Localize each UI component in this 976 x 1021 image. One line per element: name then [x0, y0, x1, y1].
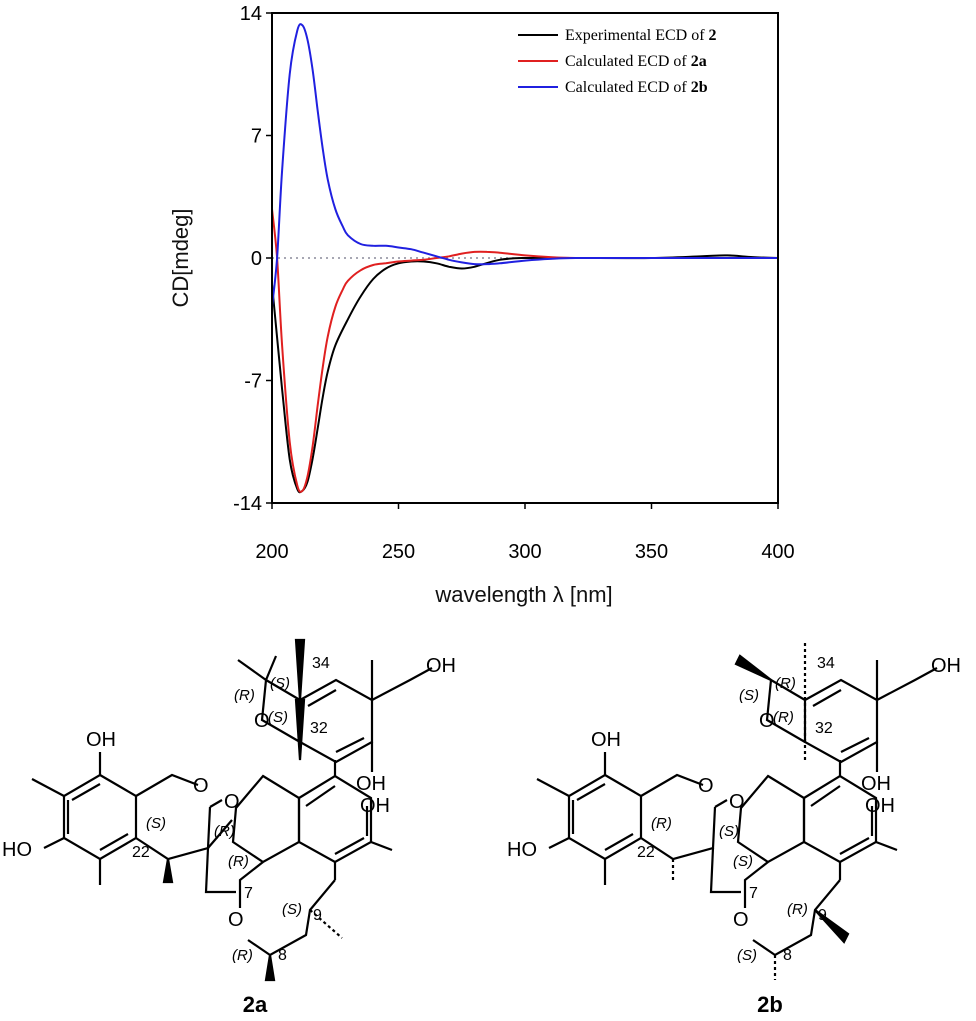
locant-9: 9	[818, 907, 827, 924]
locant-9: 9	[313, 907, 322, 924]
oh-label: OH	[426, 655, 456, 677]
oh-label: OH	[931, 655, 961, 677]
compound-label-2b: 2b	[757, 992, 783, 1017]
legend-label: Experimental ECD of 2	[565, 27, 717, 44]
legend-label: Calculated ECD of 2a	[565, 53, 707, 70]
oh-label: OH	[865, 795, 895, 817]
y-tick-label: -7	[244, 371, 262, 393]
locant-32: 32	[310, 720, 328, 737]
ho-label: HO	[2, 839, 32, 861]
stereo-descriptor: (R)	[773, 709, 794, 726]
locant-22: 22	[132, 844, 150, 861]
stereo-descriptor: (R)	[232, 947, 253, 964]
oh-label: OH	[861, 773, 891, 795]
o-label: O	[193, 775, 209, 797]
o-label: O	[729, 791, 745, 813]
legend: Experimental ECD of 2 Calculated ECD of 2…	[518, 27, 717, 96]
y-tick-label: 14	[240, 3, 262, 25]
y-tick-label: -14	[233, 493, 262, 515]
stereo-descriptor: (S)	[737, 947, 757, 964]
ho-label: HO	[507, 839, 537, 861]
oh-label: OH	[360, 795, 390, 817]
stereo-descriptor: (R)	[234, 687, 255, 704]
locant-34: 34	[817, 655, 835, 672]
locant-7: 7	[244, 885, 253, 902]
stereo-descriptor: (S)	[719, 823, 739, 840]
stereo-descriptor: (R)	[651, 815, 672, 832]
o-label: O	[733, 909, 749, 931]
ecd-chart: 14 7 0 -7 -14 200 250 300 350 400 Experimental E…	[168, 3, 795, 607]
locant-32: 32	[815, 720, 833, 737]
oh-label: OH	[356, 773, 386, 795]
chroman-ring2	[736, 774, 806, 864]
stereo-descriptor: (S)	[739, 687, 759, 704]
o-label: O	[759, 710, 775, 732]
stereo-descriptor: (R)	[775, 675, 796, 692]
locant-8: 8	[278, 947, 287, 964]
x-tick-label: 400	[761, 541, 794, 563]
series-line-1	[271, 208, 778, 493]
legend-label: Calculated ECD of 2b	[565, 79, 708, 96]
oh-label: OH	[591, 729, 621, 751]
y-axis-label: CD[mdeg]	[168, 208, 193, 307]
o-label: O	[224, 791, 240, 813]
y-axis-ticks: 14 7 0 -7 -14	[233, 3, 272, 515]
aromatic-ring-a2	[567, 773, 643, 861]
o-label: O	[254, 710, 270, 732]
structure-2b	[536, 640, 938, 980]
structure-2b-labels: OH HO OH OH O O O OH O 34 32 22 7 9 8 (S…	[507, 655, 961, 1017]
structure-2a	[31, 638, 433, 982]
o-label: O	[698, 775, 714, 797]
stereo-descriptor: (S)	[146, 815, 166, 832]
stereo-descriptor: (R)	[787, 901, 808, 918]
x-tick-label: 200	[255, 541, 288, 563]
stereo-descriptor: (S)	[270, 675, 290, 692]
x-tick-label: 250	[382, 541, 415, 563]
stereo-descriptor: (S)	[268, 709, 288, 726]
series-layer	[271, 23, 779, 494]
y-tick-label: 0	[251, 248, 262, 270]
stereo-descriptor: (R)	[228, 853, 249, 870]
chroman-ring	[231, 774, 301, 864]
x-tick-label: 300	[508, 541, 541, 563]
locant-7: 7	[749, 885, 758, 902]
aromatic-ring-a	[62, 773, 138, 861]
o-label: O	[228, 909, 244, 931]
series-line-0	[271, 254, 779, 494]
plot-frame	[271, 12, 779, 504]
x-axis-ticks: 200 250 300 350 400	[255, 503, 795, 563]
stereo-descriptor: (S)	[733, 853, 753, 870]
compound-label-2a: 2a	[243, 992, 268, 1017]
x-tick-label: 350	[635, 541, 668, 563]
oh-label: OH	[86, 729, 116, 751]
stereo-descriptor: (R)	[214, 823, 235, 840]
locant-34: 34	[312, 655, 330, 672]
stereo-descriptor: (S)	[282, 901, 302, 918]
y-tick-label: 7	[251, 126, 262, 148]
series-line-2	[271, 23, 778, 308]
locant-22: 22	[637, 844, 655, 861]
locant-8: 8	[783, 947, 792, 964]
structure-2a-labels: OH HO OH OH O O O OH O 34 32 22 7 9 8 (R…	[2, 655, 456, 1017]
x-axis-label: wavelength λ [nm]	[434, 582, 612, 607]
